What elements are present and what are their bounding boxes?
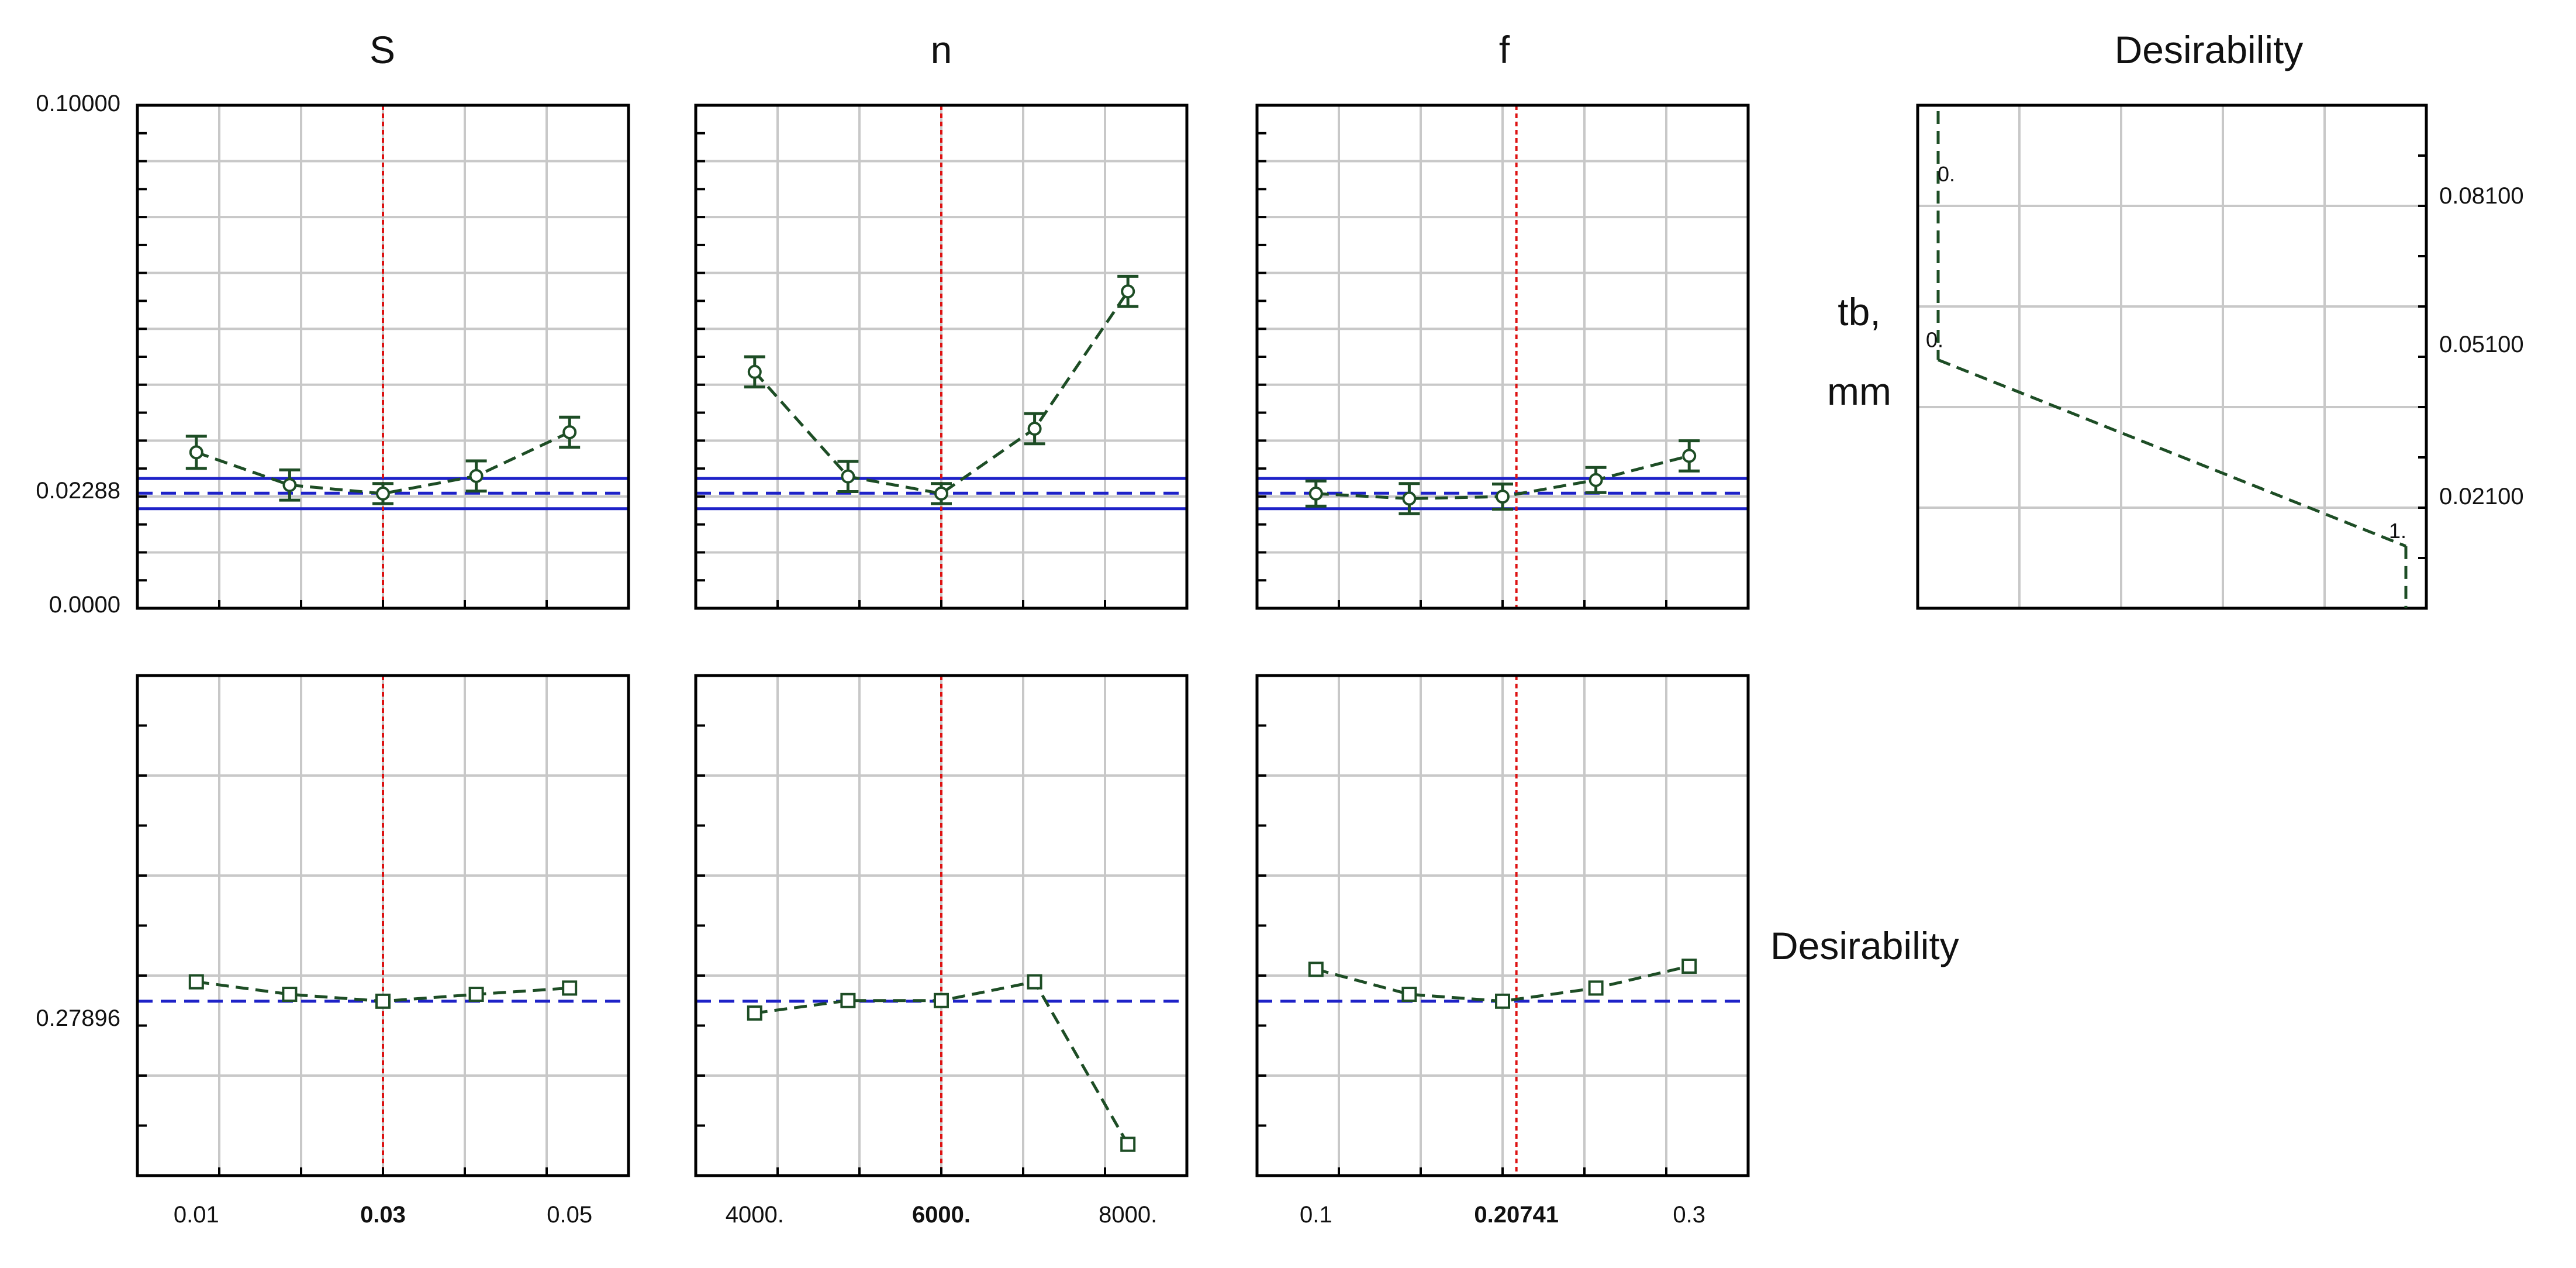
factor-s-desirability-point-0 bbox=[188, 974, 204, 990]
factor-s-response-point-4 bbox=[562, 425, 577, 439]
factor-n-xtick-label-1: 6000. bbox=[912, 1202, 971, 1228]
column-title-desirability: Desirability bbox=[2115, 28, 2304, 71]
factor-n-xtick-label-2: 8000. bbox=[1099, 1202, 1157, 1228]
column-title-s: S bbox=[370, 28, 395, 71]
dfunc-curve bbox=[1938, 358, 2406, 548]
desirability-ytick-current: 0.27896 bbox=[36, 1005, 120, 1031]
factor-n-desirability-point-0 bbox=[747, 1005, 762, 1021]
factor-s-desirability-point-3 bbox=[468, 987, 484, 1002]
factor-f-desirability-point-0 bbox=[1308, 962, 1324, 977]
factor-s-desirability-point-2 bbox=[375, 993, 391, 1009]
factor-f-response-point-2 bbox=[1496, 490, 1510, 504]
response-label-line2: mm bbox=[1827, 370, 1891, 413]
factor-n-desirability-point-1 bbox=[840, 993, 856, 1008]
column-title-f: f bbox=[1499, 28, 1510, 71]
factor-s-xtick-label-1: 0.03 bbox=[360, 1202, 406, 1228]
factor-n-response-point-2 bbox=[934, 486, 948, 501]
response-ytick-bottom: 0.0000 bbox=[49, 592, 120, 618]
factor-s-response-point-0 bbox=[189, 445, 203, 460]
factor-f-response-point-3 bbox=[1589, 473, 1603, 487]
dfunc-ytick-0: 0.08100 bbox=[2439, 183, 2524, 209]
desirability-row-label-box bbox=[1763, 790, 1908, 1079]
factor-s-response-point-2 bbox=[376, 486, 390, 501]
factor-n-desirability-point-2 bbox=[934, 993, 949, 1008]
dfunc-point-label-1: 0. bbox=[1926, 328, 1943, 352]
factor-f-response-point-0 bbox=[1308, 486, 1323, 501]
factor-f-desirability-point-4 bbox=[1681, 958, 1697, 974]
factor-s-response-series-line bbox=[195, 430, 571, 495]
factor-f-desirability-point-1 bbox=[1401, 987, 1417, 1002]
dfunc-point-label-2: 1. bbox=[2389, 519, 2406, 543]
factor-f-response-point-4 bbox=[1682, 449, 1697, 463]
factor-n-xtick-label-0: 4000. bbox=[726, 1202, 784, 1228]
factor-s-response-point-3 bbox=[469, 468, 484, 483]
profile-panels: 0.01 0.03 0.05 4000. 6000. 8000. 0.1 0.20741 0.3… bbox=[136, 104, 2428, 1228]
factor-n-response-point-1 bbox=[841, 469, 855, 484]
factor-n-desirability-point-4 bbox=[1120, 1136, 1136, 1152]
factor-n-response-series-line bbox=[753, 290, 1130, 495]
response-ytick-current: 0.02288 bbox=[36, 478, 120, 504]
desirability-row-label: Desirability bbox=[1770, 924, 1959, 967]
factor-s-xtick-label-0: 0.01 bbox=[174, 1202, 219, 1228]
factor-s-desirability-point-4 bbox=[562, 980, 578, 996]
factor-s-xtick-label-2: 0.05 bbox=[547, 1202, 592, 1228]
factor-f-desirability-point-2 bbox=[1495, 993, 1510, 1009]
dfunc-point-label-0: 0. bbox=[1938, 162, 1955, 186]
response-ytick-top: 0.10000 bbox=[36, 91, 120, 116]
factor-s-desirability-point-1 bbox=[282, 987, 298, 1002]
column-title-n: n bbox=[931, 28, 952, 71]
factor-f-desirability-point-3 bbox=[1588, 980, 1604, 996]
factor-f-xtick-label-1: 0.20741 bbox=[1474, 1202, 1559, 1228]
dfunc-ytick-2: 0.02100 bbox=[2439, 484, 2524, 509]
factor-f-response-point-1 bbox=[1402, 491, 1417, 506]
factor-n-response-point-3 bbox=[1027, 421, 1042, 436]
factor-n-response-point-0 bbox=[747, 364, 762, 379]
response-label-line1: tb, bbox=[1838, 290, 1880, 333]
dfunc-ytick-1: 0.05100 bbox=[2439, 332, 2524, 357]
factor-n-response-point-4 bbox=[1121, 284, 1135, 299]
factor-f-xtick-label-2: 0.3 bbox=[1673, 1202, 1705, 1228]
factor-s-response-point-1 bbox=[282, 478, 297, 492]
factor-f-xtick-label-0: 0.1 bbox=[1300, 1202, 1332, 1228]
factor-n-desirability-point-3 bbox=[1027, 974, 1042, 990]
